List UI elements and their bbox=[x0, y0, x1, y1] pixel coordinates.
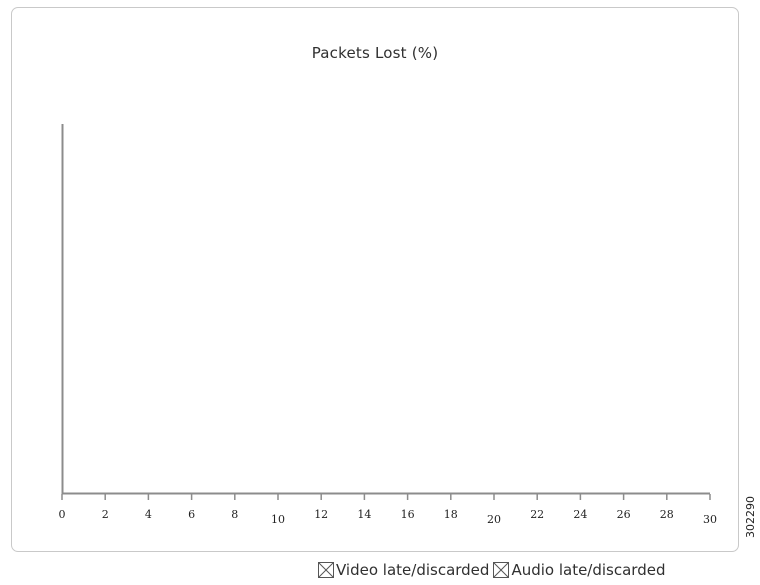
x-tick-label: 20 bbox=[487, 513, 501, 526]
x-tick-group: 0 2 4 6 8 10 12 14 16 18 20 22 24 26 28 30 bbox=[59, 494, 717, 526]
legend: Video late/discarded Audio late/discarde… bbox=[318, 559, 669, 581]
x-tick-label: 4 bbox=[145, 508, 152, 521]
x-tick-label: 22 bbox=[530, 508, 544, 521]
x-tick-label: 12 bbox=[314, 508, 328, 521]
x-tick-label: 2 bbox=[102, 508, 109, 521]
chart-title: Packets Lost (%) bbox=[311, 44, 439, 62]
x-tick-label: 10 bbox=[271, 513, 285, 526]
x-tick-label: 24 bbox=[573, 508, 587, 521]
x-tick-label: 30 bbox=[703, 513, 717, 526]
legend-label-video: Video late/discarded bbox=[336, 561, 490, 579]
x-tick-label: 18 bbox=[444, 508, 458, 521]
x-tick-label: 28 bbox=[660, 508, 674, 521]
legend-label-audio: Audio late/discarded bbox=[511, 561, 666, 579]
legend-item-video[interactable]: Video late/discarded bbox=[318, 561, 489, 579]
x-tick-label: 6 bbox=[188, 508, 195, 521]
x-tick-label: 26 bbox=[617, 508, 631, 521]
x-tick-label: 14 bbox=[357, 508, 371, 521]
legend-item-audio[interactable]: Audio late/discarded bbox=[493, 561, 665, 579]
x-tick-label: 8 bbox=[231, 508, 238, 521]
video-swatch-icon bbox=[318, 562, 334, 578]
audio-swatch-icon bbox=[493, 562, 510, 578]
x-tick-label: 16 bbox=[401, 508, 415, 521]
figure-id: 302290 bbox=[744, 496, 757, 538]
chart-frame bbox=[11, 7, 739, 552]
x-tick-label: 0 bbox=[59, 508, 66, 521]
